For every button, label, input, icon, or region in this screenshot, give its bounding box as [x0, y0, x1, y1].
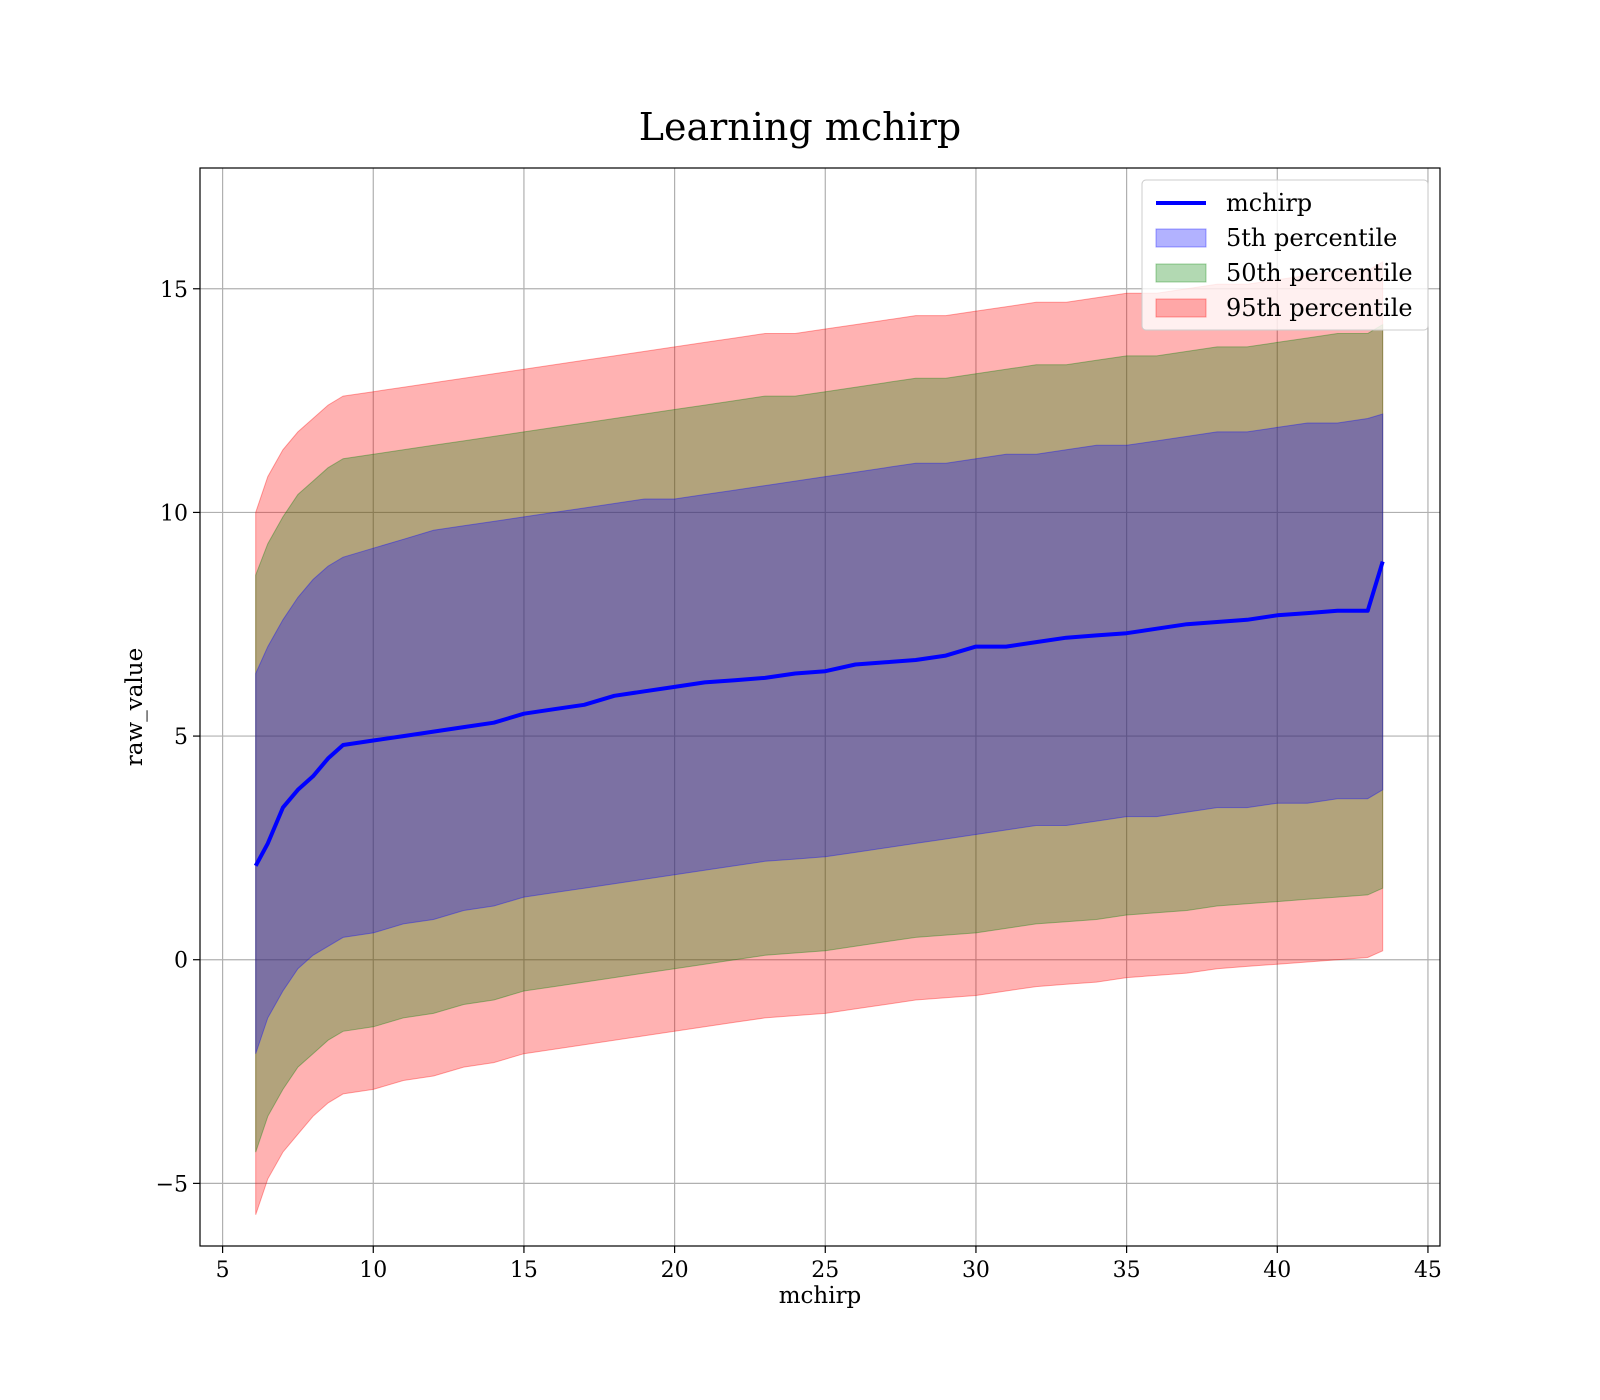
y-tick-label: 15: [160, 278, 188, 303]
x-tick-label: 15: [510, 1258, 538, 1283]
x-tick-label: 10: [359, 1258, 387, 1283]
y-tick-label: 10: [160, 501, 188, 526]
x-tick-label: 30: [962, 1258, 990, 1283]
x-tick-label: 25: [811, 1258, 839, 1283]
x-axis-ticks: 5 10 15 20 25 30 35 40 45: [216, 1246, 1442, 1283]
legend-items: mchirp 5th percentile 50th percentile 95th …: [1155, 189, 1413, 322]
line-layer: [253, 561, 1385, 867]
x-tick-label: 35: [1113, 1258, 1141, 1283]
band-50th-percentile: [255, 323, 1384, 1153]
chart-title: Learning mchirp: [639, 105, 961, 149]
legend-patch-swatch: [1155, 298, 1207, 318]
band-5th-percentile: [255, 413, 1384, 1054]
band-layer: [255, 261, 1384, 1215]
x-tick-label: 40: [1263, 1258, 1291, 1283]
legend-patch-swatch: [1155, 263, 1207, 283]
x-tick-label: 5: [216, 1258, 230, 1283]
y-axis-label: raw_value: [122, 648, 148, 766]
legend-label: mchirp: [1226, 189, 1312, 217]
y-tick-label: 5: [174, 725, 188, 750]
y-tick-label: −5: [156, 1172, 188, 1197]
y-axis-ticks: −5 0 5 10 15: [156, 278, 200, 1197]
x-tick-label: 20: [661, 1258, 689, 1283]
legend: mchirp 5th percentile 50th percentile 95th …: [1141, 179, 1429, 331]
legend-label: 50th percentile: [1226, 259, 1413, 287]
legend-label: 95th percentile: [1226, 294, 1413, 322]
band-95th-percentile: [255, 261, 1384, 1215]
series-line-mchirp: [253, 561, 1385, 867]
legend-patch-swatch: [1155, 228, 1207, 248]
legend-label: 5th percentile: [1226, 224, 1397, 252]
legend-box: [1141, 179, 1429, 331]
x-tick-label: 45: [1414, 1258, 1442, 1283]
x-axis-label: mchirp: [779, 1283, 862, 1309]
plot-frame: [199, 167, 1441, 1247]
y-tick-label: 0: [174, 949, 188, 974]
